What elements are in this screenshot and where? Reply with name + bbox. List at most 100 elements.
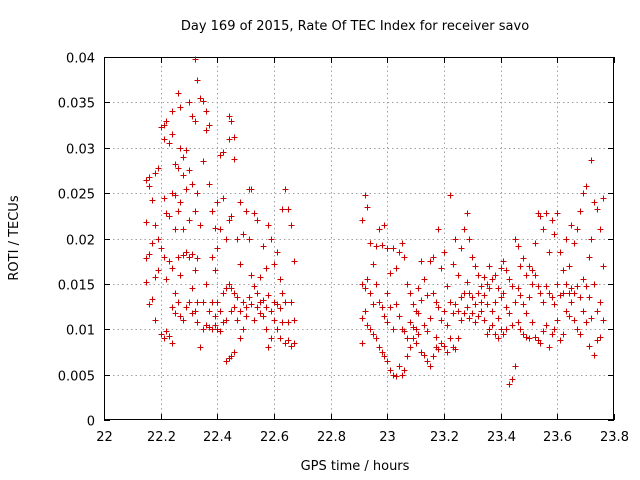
data-point	[376, 344, 383, 351]
data-point	[586, 294, 593, 301]
data-point	[486, 326, 493, 333]
data-point	[415, 310, 422, 317]
data-point	[373, 281, 380, 288]
data-point	[506, 276, 513, 283]
data-point	[246, 236, 253, 243]
data-point	[594, 206, 601, 213]
data-point	[546, 344, 553, 351]
data-point	[594, 337, 601, 344]
data-point	[532, 272, 539, 279]
data-point	[495, 285, 502, 292]
data-point	[268, 335, 275, 342]
data-point	[529, 281, 536, 288]
data-point	[237, 335, 244, 342]
y-tick-label: 0.02	[66, 234, 95, 249]
data-point	[466, 236, 473, 243]
data-points	[143, 56, 607, 388]
data-point	[234, 317, 241, 324]
data-point	[560, 267, 567, 274]
data-point	[248, 186, 255, 193]
data-point	[177, 313, 184, 320]
data-point	[212, 225, 219, 232]
data-point	[418, 297, 425, 304]
data-point	[257, 310, 264, 317]
data-point	[577, 208, 584, 215]
data-point	[277, 335, 284, 342]
data-point	[186, 254, 193, 261]
data-point	[401, 328, 408, 335]
data-point	[563, 281, 570, 288]
data-point	[254, 304, 261, 311]
data-point	[413, 326, 420, 333]
data-point	[455, 308, 462, 315]
data-point	[194, 299, 201, 306]
data-point	[234, 236, 241, 243]
data-point	[155, 165, 162, 172]
data-point	[367, 326, 374, 333]
data-point	[566, 313, 573, 320]
data-point	[384, 319, 391, 326]
data-point	[285, 319, 292, 326]
data-point	[364, 276, 371, 283]
data-point	[568, 285, 575, 292]
data-point	[410, 335, 417, 342]
data-point	[503, 326, 510, 333]
data-point	[143, 219, 150, 226]
data-point	[571, 240, 578, 247]
data-point	[291, 317, 298, 324]
data-point	[506, 310, 513, 317]
data-point	[441, 249, 448, 256]
data-point	[537, 340, 544, 347]
data-point	[143, 177, 150, 184]
data-point	[364, 204, 371, 211]
data-point	[251, 283, 258, 290]
data-point	[597, 334, 604, 341]
data-point	[583, 183, 590, 190]
data-point	[146, 174, 153, 181]
data-point	[166, 213, 173, 220]
data-point	[495, 315, 502, 322]
data-point	[243, 313, 250, 320]
data-point	[163, 210, 170, 217]
data-point	[435, 346, 442, 353]
data-point	[220, 195, 227, 202]
data-point	[379, 242, 386, 249]
data-point	[560, 331, 567, 338]
data-point	[421, 352, 428, 359]
data-point	[189, 113, 196, 120]
data-point	[384, 290, 391, 297]
data-point	[161, 335, 168, 342]
data-point	[291, 258, 298, 265]
data-point	[580, 190, 587, 197]
y-tick-label: 0.03	[66, 143, 95, 158]
data-point	[390, 326, 397, 333]
data-point	[376, 226, 383, 233]
data-point	[472, 319, 479, 326]
data-point	[543, 210, 550, 217]
data-point	[260, 297, 267, 304]
data-point	[484, 301, 491, 308]
data-point	[529, 319, 536, 326]
data-point	[421, 276, 428, 283]
data-point	[455, 335, 462, 342]
data-point	[362, 192, 369, 199]
data-point	[217, 226, 224, 233]
data-point	[438, 265, 445, 272]
data-point	[223, 236, 230, 243]
data-point	[206, 308, 213, 315]
data-point	[175, 299, 182, 306]
data-point	[441, 308, 448, 315]
data-point	[381, 313, 388, 320]
data-point	[228, 213, 235, 220]
data-point	[492, 331, 499, 338]
data-point	[450, 310, 457, 317]
data-point	[228, 353, 235, 360]
data-point	[248, 272, 255, 279]
data-point	[399, 372, 406, 379]
data-point	[540, 226, 547, 233]
data-point	[226, 113, 233, 120]
data-point	[526, 335, 533, 342]
data-point	[373, 243, 380, 250]
data-point	[568, 222, 575, 229]
data-point	[503, 267, 510, 274]
